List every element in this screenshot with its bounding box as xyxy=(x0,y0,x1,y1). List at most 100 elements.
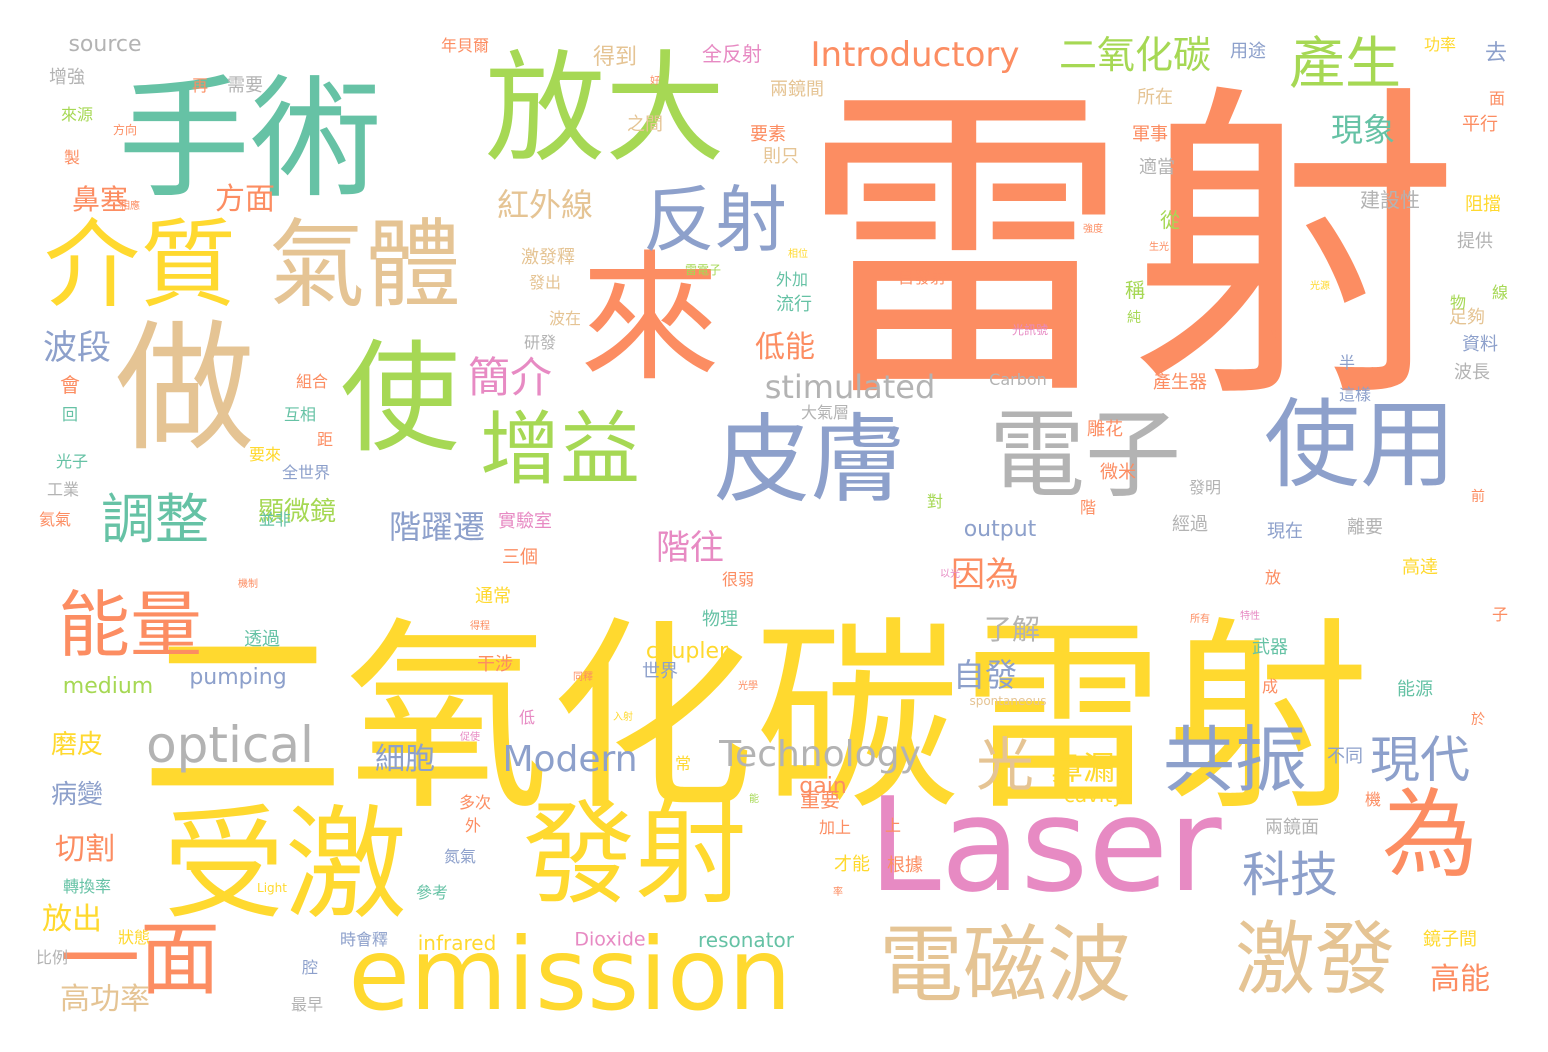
cloud-word: 最早 xyxy=(290,995,324,1014)
cloud-word: 氮氣 xyxy=(443,847,477,866)
cloud-word: 二氧化碳 xyxy=(1058,33,1212,77)
cloud-word: Light xyxy=(257,881,287,895)
cloud-word: 光 xyxy=(975,731,1035,799)
cloud-word: 三個 xyxy=(502,547,538,568)
cloud-word: 不同 xyxy=(1327,746,1363,767)
cloud-word: 之間 xyxy=(627,114,663,135)
cloud-word: 兩鏡面 xyxy=(1265,817,1319,838)
cloud-word: 方向 xyxy=(112,123,138,137)
cloud-word: 前 xyxy=(1471,489,1485,505)
cloud-word: 入射 xyxy=(613,712,633,723)
cloud-word: 放出 xyxy=(42,902,102,937)
cloud-word: 回 xyxy=(61,405,79,424)
cloud-word: 對 xyxy=(926,492,944,511)
cloud-word: 調整 xyxy=(101,488,209,551)
cloud-word: 介質 xyxy=(44,209,236,321)
cloud-word: 於 xyxy=(1471,712,1485,728)
cloud-word: 面 xyxy=(1488,89,1506,108)
cloud-word: 激發 xyxy=(1235,913,1395,1006)
cloud-word: 皮膚 xyxy=(714,404,906,516)
cloud-word: 製 xyxy=(63,148,81,167)
cloud-word: 能源 xyxy=(1397,679,1433,700)
cloud-word: stimulated xyxy=(764,368,936,406)
cloud-word: 好 xyxy=(650,76,660,87)
cloud-word: 時會釋 xyxy=(339,930,389,949)
cloud-word: 產生器 xyxy=(1153,372,1207,393)
cloud-word: 了解 xyxy=(983,613,1041,646)
cloud-word: pumping xyxy=(189,665,287,690)
cloud-word: Laser xyxy=(868,769,1222,921)
cloud-word: 全反射 xyxy=(702,42,762,66)
cloud-word: 物 xyxy=(1449,293,1467,312)
cloud-word: 現代 xyxy=(1370,731,1470,789)
cloud-word: 率 xyxy=(833,887,843,898)
cloud-word: 干涉 xyxy=(477,654,513,675)
cloud-word: 世界 xyxy=(642,661,678,682)
cloud-word: 做 xyxy=(114,308,256,471)
cloud-word: 一面 xyxy=(60,913,220,1006)
cloud-word: 發出 xyxy=(528,273,562,292)
cloud-word: 要來 xyxy=(248,445,282,464)
cloud-word: 低 xyxy=(518,708,536,727)
cloud-word: 半 xyxy=(1338,353,1356,372)
cloud-word: 低能 xyxy=(755,330,815,365)
cloud-word: 磨皮 xyxy=(50,730,104,760)
cloud-word: 波在 xyxy=(548,309,582,328)
cloud-word: Dioxide xyxy=(574,928,646,951)
cloud-word: 雷電子 xyxy=(684,263,722,277)
cloud-word: 軍事 xyxy=(1132,124,1168,145)
cloud-word: 離要 xyxy=(1347,517,1383,538)
cloud-word: 建設性 xyxy=(1360,188,1420,212)
cloud-word: 為 xyxy=(1382,779,1478,891)
cloud-word: 阻擋 xyxy=(1465,194,1501,215)
cloud-word: 使用 xyxy=(1264,389,1456,501)
cloud-word: 外 xyxy=(464,816,482,835)
cloud-word: 來源 xyxy=(60,105,94,124)
cloud-word: 距 xyxy=(316,430,334,449)
cloud-word: 再 xyxy=(191,76,209,95)
cloud-word: 高功率 xyxy=(60,982,150,1017)
cloud-word: resonator xyxy=(698,928,794,952)
cloud-word: 科技 xyxy=(1241,847,1339,903)
cloud-word: 階 xyxy=(1079,498,1097,517)
cloud-word: 能量 xyxy=(57,583,203,667)
cloud-word: 年貝爾 xyxy=(440,36,490,55)
cloud-word: Carbon xyxy=(989,370,1047,389)
cloud-word: 功率 xyxy=(1423,35,1457,54)
cloud-word: 因為 xyxy=(951,555,1019,595)
cloud-word: 發明 xyxy=(1188,478,1222,497)
cloud-word: 相位 xyxy=(788,249,808,260)
cloud-word: 階躍遷 xyxy=(388,508,486,546)
cloud-word: 電子 xyxy=(989,399,1181,511)
cloud-word: 顯微鏡 xyxy=(257,497,337,527)
cloud-word: optical xyxy=(146,716,314,774)
cloud-word: Introductory xyxy=(810,35,1020,75)
cloud-word: 根據 xyxy=(887,855,923,876)
cloud-word: 重要 xyxy=(800,788,840,812)
cloud-word: 光學 xyxy=(738,681,758,692)
cloud-word: 生光 xyxy=(1149,242,1169,253)
cloud-word: 發射 xyxy=(523,790,747,920)
cloud-word: 使 xyxy=(340,330,460,469)
cloud-word: 去 xyxy=(1484,41,1508,66)
cloud-word: 增強 xyxy=(49,67,85,88)
cloud-word: 放 xyxy=(1264,568,1282,587)
cloud-word: 波段 xyxy=(43,328,111,368)
cloud-word: 波長 xyxy=(1454,362,1490,383)
cloud-word: 階往 xyxy=(656,528,724,568)
cloud-word: 武器 xyxy=(1252,637,1288,658)
cloud-word: 這樣 xyxy=(1338,385,1372,404)
cloud-word: 所在 xyxy=(1137,87,1173,108)
cloud-word: 高能 xyxy=(1430,962,1490,997)
cloud-word: 現在 xyxy=(1267,521,1303,542)
cloud-word: 光訊號 xyxy=(1011,323,1049,337)
cloud-word: 研發 xyxy=(523,333,557,352)
cloud-word: 很弱 xyxy=(721,570,755,589)
cloud-word: 氦氣 xyxy=(38,510,72,529)
cloud-word: 鼻漏 xyxy=(1050,749,1116,787)
cloud-word: emission xyxy=(348,916,792,1033)
cloud-word: 共振 xyxy=(1162,718,1308,802)
cloud-word: 工業 xyxy=(46,480,80,499)
cloud-word: 參考 xyxy=(415,883,449,902)
